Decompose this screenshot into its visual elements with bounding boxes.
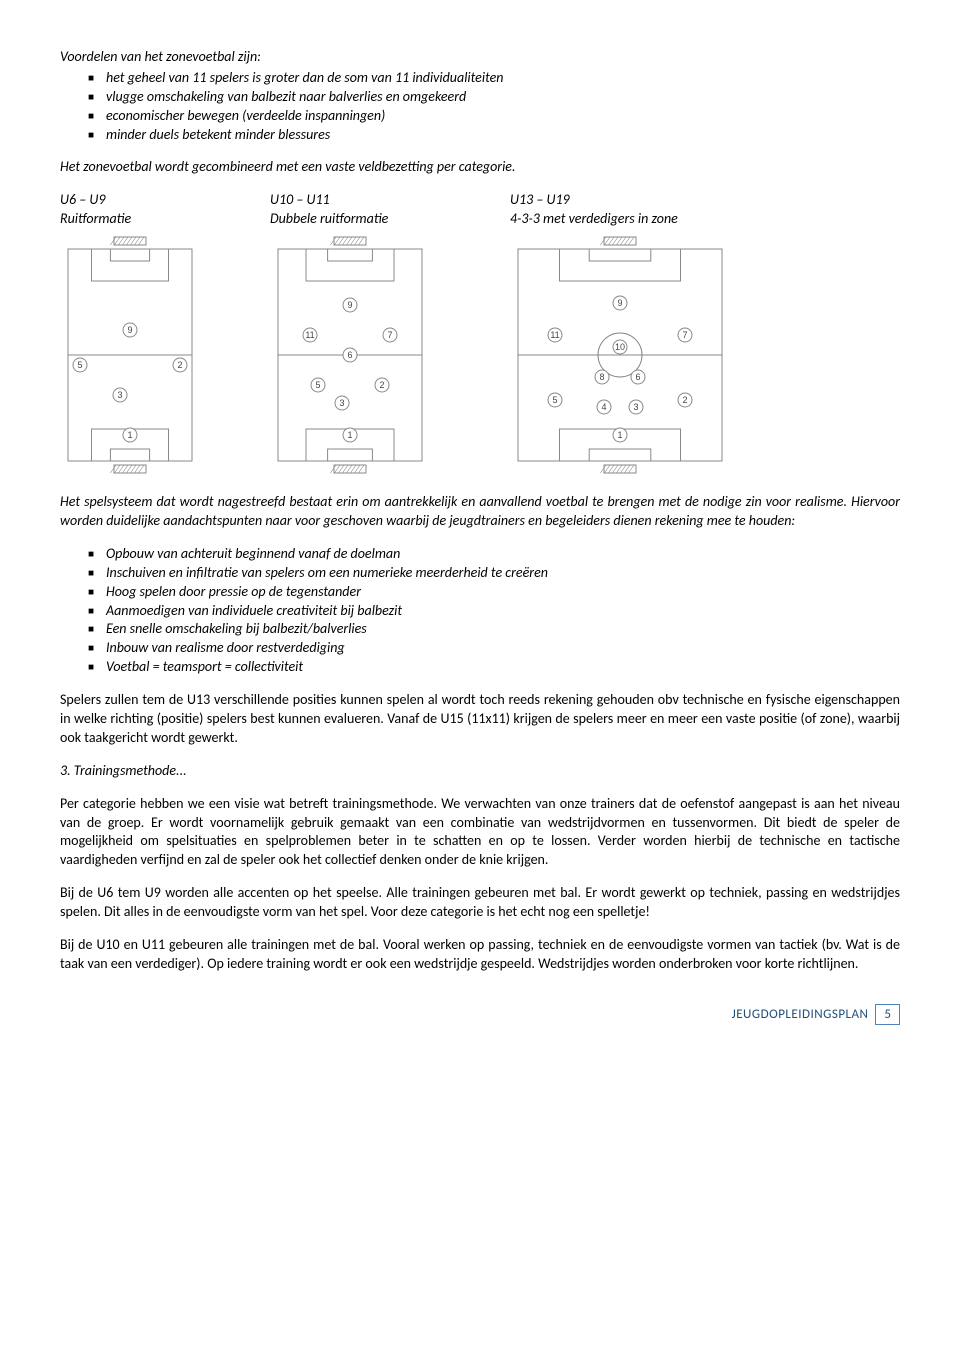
svg-text:9: 9 [127, 325, 132, 335]
svg-text:3: 3 [339, 398, 344, 408]
list-item: Inschuiven en infiltratie van spelers om… [106, 564, 900, 583]
svg-text:1: 1 [127, 430, 132, 440]
svg-text:11: 11 [550, 330, 559, 340]
training-p2: Bij de U6 tem U9 worden alle accenten op… [60, 884, 900, 922]
svg-text:2: 2 [177, 360, 182, 370]
advantages-list: het geheel van 11 spelers is groter dan … [60, 69, 900, 145]
svg-text:2: 2 [682, 395, 687, 405]
svg-text:8: 8 [599, 372, 604, 382]
svg-text:11: 11 [305, 330, 314, 340]
formation-age-2: U10 – U11 [270, 191, 490, 210]
svg-text:9: 9 [347, 300, 352, 310]
formation-header-row: U6 – U9 Ruitformatie U10 – U11 Dubbele r… [60, 191, 900, 229]
list-item: Voetbal = teamsport = collectiviteit [106, 658, 900, 677]
list-item: economischer bewegen (verdeelde inspanni… [106, 107, 900, 126]
list-item: minder duels betekent minder blessures [106, 126, 900, 145]
page-footer: JEUGDOPLEIDINGSPLAN 5 [60, 1004, 900, 1026]
svg-text:3: 3 [117, 390, 122, 400]
svg-text:4: 4 [601, 402, 606, 412]
spelsysteem-paragraph: Het spelsysteem dat wordt nagestreefd be… [60, 493, 900, 531]
svg-text:9: 9 [617, 298, 622, 308]
formation-col-3: U13 – U19 4-3-3 met verdedigers in zone [510, 191, 900, 229]
formation-diagrams-row: 9 5 2 3 1 9 11 7 6 5 2 3 1 9 11 7 10 8 6 5 4 3 2 1 [60, 235, 900, 475]
list-item: Aanmoedigen van individuele creativiteit… [106, 602, 900, 621]
combine-paragraph: Het zonevoetbal wordt gecombineerd met e… [60, 158, 900, 177]
training-p1: Per categorie hebben we een visie wat be… [60, 795, 900, 871]
list-item: Inbouw van realisme door restverdediging [106, 639, 900, 658]
formation-age-1: U6 – U9 [60, 191, 250, 210]
svg-text:6: 6 [635, 372, 640, 382]
spelers-paragraph: Spelers zullen tem de U13 verschillende … [60, 691, 900, 748]
list-item: Hoog spelen door pressie op de tegenstan… [106, 583, 900, 602]
formation-name-1: Ruitformatie [60, 210, 250, 229]
formation-age-3: U13 – U19 [510, 191, 900, 210]
list-item: Opbouw van achteruit beginnend vanaf de … [106, 545, 900, 564]
svg-text:5: 5 [315, 380, 320, 390]
training-p3: Bij de U10 en U11 gebeuren alle training… [60, 936, 900, 974]
list-item: vlugge omschakeling van balbezit naar ba… [106, 88, 900, 107]
advantages-heading: Voordelen van het zonevoetbal zijn: [60, 48, 900, 67]
svg-text:1: 1 [617, 430, 622, 440]
diagram-u13u19-wrap: 9 11 7 10 8 6 5 4 3 2 1 [510, 235, 730, 475]
aandachtspunten-list: Opbouw van achteruit beginnend vanaf de … [60, 545, 900, 677]
svg-text:5: 5 [552, 395, 557, 405]
svg-text:7: 7 [682, 330, 687, 340]
svg-text:2: 2 [379, 380, 384, 390]
list-item: het geheel van 11 spelers is groter dan … [106, 69, 900, 88]
svg-text:7: 7 [387, 330, 392, 340]
diagram-u10u11-wrap: 9 11 7 6 5 2 3 1 [270, 235, 490, 475]
svg-text:6: 6 [347, 350, 352, 360]
svg-text:1: 1 [347, 430, 352, 440]
formation-col-2: U10 – U11 Dubbele ruitformatie [270, 191, 490, 229]
svg-text:3: 3 [633, 402, 638, 412]
footer-label: JEUGDOPLEIDINGSPLAN [732, 1007, 869, 1022]
svg-text:10: 10 [615, 342, 625, 352]
diagram-u6u9: 9 5 2 3 1 [60, 235, 200, 475]
footer-page-number: 5 [875, 1004, 900, 1026]
formation-col-1: U6 – U9 Ruitformatie [60, 191, 250, 229]
svg-text:5: 5 [77, 360, 82, 370]
diagram-u6u9-wrap: 9 5 2 3 1 [60, 235, 250, 475]
formation-name-3: 4-3-3 met verdedigers in zone [510, 210, 900, 229]
diagram-u13u19: 9 11 7 10 8 6 5 4 3 2 1 [510, 235, 730, 475]
formation-name-2: Dubbele ruitformatie [270, 210, 490, 229]
section-3-title: 3. Trainingsmethode... [60, 762, 900, 781]
list-item: Een snelle omschakeling bij balbezit/bal… [106, 620, 900, 639]
diagram-u10u11: 9 11 7 6 5 2 3 1 [270, 235, 430, 475]
